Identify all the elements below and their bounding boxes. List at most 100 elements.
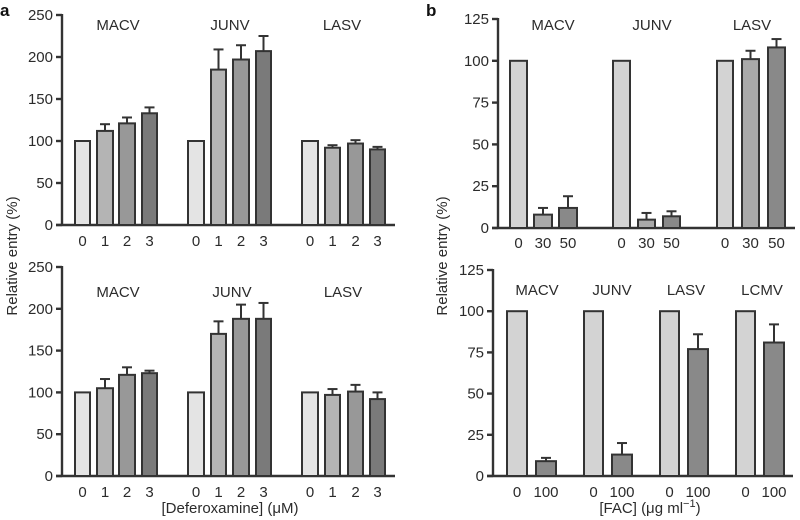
x-tick-label: 3	[145, 484, 153, 501]
bar	[716, 59, 734, 229]
bar	[369, 398, 386, 478]
x-tick-label: 2	[351, 233, 359, 250]
x-tick-label: 0	[721, 235, 729, 252]
x-tick-label: 0	[78, 484, 86, 501]
bar	[118, 373, 136, 477]
x-tick-label: 1	[328, 233, 336, 250]
x-axis-title-left: [Deferoxamine] (μM)	[161, 500, 298, 517]
y-tick-label: 50	[36, 175, 53, 192]
x-tick-label: 2	[237, 484, 245, 501]
bar	[141, 112, 158, 226]
y-axis-title-right: Relative entry (%)	[434, 196, 451, 315]
group-label-macv: MACV	[515, 282, 558, 299]
bar	[637, 218, 656, 229]
y-tick-label: 100	[28, 384, 53, 401]
y-tick-label: 50	[36, 426, 53, 443]
chart-b-bottom: 0 25 50 75 100 125 MACV 0 100 JUNV 0 100 LASV 0 100 LCM…	[459, 262, 793, 501]
bar	[558, 206, 578, 230]
bar	[255, 50, 272, 227]
x-tick-label: 1	[101, 484, 109, 501]
y-tick-label: 25	[472, 178, 489, 195]
bar	[210, 332, 227, 477]
x-tick-label: 1	[214, 484, 222, 501]
chart-b-top: 0 25 50 75 100 125 MACV 0 30 50 JUNV 0 30 50 LASV 0 30 50	[464, 11, 795, 252]
x-tick-label: 2	[123, 484, 131, 501]
x-tick-label: 2	[351, 484, 359, 501]
x-tick-label: 1	[328, 484, 336, 501]
y-tick-label: 0	[45, 217, 53, 234]
bar	[659, 310, 680, 478]
x-tick-label: 0	[306, 233, 314, 250]
y-tick-label: 150	[28, 91, 53, 108]
bar	[232, 58, 250, 226]
x-tick-label: 0	[513, 484, 521, 501]
x-tick-label: 0	[665, 484, 673, 501]
group-label-lasv: LASV	[324, 284, 362, 301]
x-tick-label: 3	[145, 233, 153, 250]
y-tick-label: 0	[481, 220, 489, 237]
group-label-junv: JUNV	[212, 284, 251, 301]
bar	[611, 453, 633, 477]
x-axis-title-right-sup: −1	[683, 498, 696, 510]
y-tick-label: 75	[467, 344, 484, 361]
bar	[583, 310, 604, 478]
bar	[301, 391, 319, 477]
bar	[324, 146, 341, 226]
group-label-macv: MACV	[96, 284, 139, 301]
group-label-junv: JUNV	[210, 17, 249, 34]
bar	[255, 317, 272, 477]
x-tick-label: 3	[373, 484, 381, 501]
y-tick-label: 0	[45, 468, 53, 485]
x-axis-title-right-end: )	[696, 500, 701, 517]
bar	[687, 348, 709, 478]
bar	[301, 140, 319, 226]
y-tick-label: 125	[459, 262, 484, 279]
x-tick-label: 50	[663, 235, 680, 252]
bar	[74, 391, 91, 477]
y-tick-label: 50	[467, 386, 484, 403]
bar	[369, 148, 386, 226]
x-tick-label: 50	[560, 235, 577, 252]
x-tick-label: 1	[101, 233, 109, 250]
x-tick-label: 0	[78, 233, 86, 250]
x-tick-label: 0	[192, 484, 200, 501]
y-axis-title-left: Relative entry (%)	[4, 196, 21, 315]
x-tick-label: 0	[617, 235, 625, 252]
bar	[232, 317, 250, 477]
bar	[324, 393, 341, 477]
x-tick-label: 1	[214, 233, 222, 250]
y-tick-label: 200	[28, 301, 53, 318]
x-tick-label: 3	[259, 233, 267, 250]
bar	[767, 46, 786, 230]
x-tick-label: 3	[259, 484, 267, 501]
bar	[535, 460, 557, 477]
bar	[118, 122, 136, 226]
bar	[509, 59, 528, 229]
bar	[187, 391, 205, 477]
group-label-macv: MACV	[96, 17, 139, 34]
bar	[347, 142, 364, 227]
x-tick-label: 100	[609, 484, 634, 501]
bar	[96, 387, 114, 477]
bar	[347, 390, 364, 477]
y-tick-label: 100	[28, 133, 53, 150]
group-label-lasv: LASV	[667, 282, 705, 299]
x-tick-label: 50	[768, 235, 785, 252]
x-tick-label: 0	[192, 233, 200, 250]
x-tick-label: 2	[123, 233, 131, 250]
y-tick-label: 200	[28, 49, 53, 66]
group-label-junv: JUNV	[592, 282, 631, 299]
bar	[533, 213, 553, 229]
bar	[763, 341, 785, 477]
x-tick-label: 100	[533, 484, 558, 501]
x-axis-title-right-main: [FAC] (μg ml	[599, 500, 683, 517]
y-tick-label: 25	[467, 427, 484, 444]
group-label-lcmv: LCMV	[741, 282, 783, 299]
bar	[74, 140, 91, 226]
x-tick-label: 100	[761, 484, 786, 501]
bar	[187, 140, 205, 226]
group-label-lasv: LASV	[323, 17, 361, 34]
